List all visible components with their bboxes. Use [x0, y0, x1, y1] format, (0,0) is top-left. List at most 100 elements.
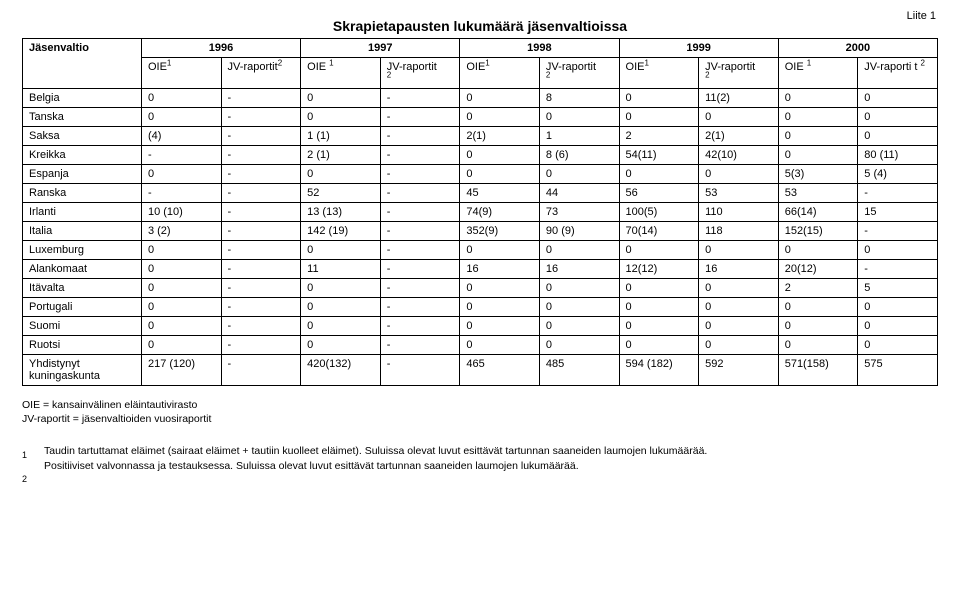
cell-value: 0 — [699, 317, 779, 336]
footnotes: 1 2 Taudin tartuttamat eläimet (sairaat … — [22, 444, 938, 491]
cell-value: 0 — [301, 298, 381, 317]
cell-value: 16 — [699, 260, 779, 279]
cell-value: 0 — [301, 108, 381, 127]
cell-value: 0 — [301, 279, 381, 298]
cell-value: 420(132) — [301, 355, 381, 386]
cell-value: 80 (11) — [858, 146, 938, 165]
cell-value: 3 (2) — [141, 222, 221, 241]
cell-value: 0 — [699, 241, 779, 260]
table-row: Espanja0-0-00005(3)5 (4) — [23, 165, 938, 184]
cell-value: - — [141, 146, 221, 165]
cell-value: 8 — [539, 89, 619, 108]
cell-value: 20(12) — [778, 260, 858, 279]
cell-value: 0 — [778, 336, 858, 355]
cell-value: 100(5) — [619, 203, 699, 222]
cell-value: 0 — [619, 89, 699, 108]
cell-value: 0 — [778, 146, 858, 165]
cell-value: 594 (182) — [619, 355, 699, 386]
cell-value: - — [380, 127, 460, 146]
cell-value: 0 — [619, 317, 699, 336]
cell-value: - — [221, 355, 301, 386]
cell-value: 0 — [141, 298, 221, 317]
cell-value: 0 — [460, 165, 540, 184]
cell-value: 485 — [539, 355, 619, 386]
table-row: Irlanti10 (10)-13 (13)-74(9)73100(5)1106… — [23, 203, 938, 222]
cell-value: 0 — [699, 298, 779, 317]
cell-value: - — [858, 222, 938, 241]
cell-value: - — [221, 89, 301, 108]
cell-value: 0 — [301, 241, 381, 260]
cell-value: - — [380, 241, 460, 260]
cell-value: 0 — [858, 89, 938, 108]
table-row: Portugali0-0-000000 — [23, 298, 938, 317]
cell-value: - — [380, 184, 460, 203]
cell-value: 0 — [539, 165, 619, 184]
cell-country: Italia — [23, 222, 142, 241]
cell-country: Portugali — [23, 298, 142, 317]
table-row: Suomi0-0-000000 — [23, 317, 938, 336]
cell-value: - — [380, 165, 460, 184]
cell-value: 0 — [539, 336, 619, 355]
cell-value: 0 — [141, 336, 221, 355]
cell-value: - — [221, 260, 301, 279]
cell-value: 0 — [460, 241, 540, 260]
cell-country: Luxemburg — [23, 241, 142, 260]
col-year-1999: 1999 — [619, 39, 778, 58]
cell-value: 571(158) — [778, 355, 858, 386]
cell-value: - — [380, 108, 460, 127]
header-row-sub: OIE1 JV-raportit2 OIE 1 JV-raportit2 OIE… — [23, 58, 938, 89]
cell-value: 52 — [301, 184, 381, 203]
cell-value: - — [221, 317, 301, 336]
cell-value: 2(1) — [460, 127, 540, 146]
cell-value: 45 — [460, 184, 540, 203]
cell-value: 0 — [778, 89, 858, 108]
footnote-marker-2: 2 — [22, 468, 44, 491]
cell-country: Suomi — [23, 317, 142, 336]
cell-value: 0 — [858, 336, 938, 355]
cell-value: 0 — [141, 317, 221, 336]
cell-value: 0 — [539, 317, 619, 336]
cell-value: 0 — [778, 317, 858, 336]
cell-value: 16 — [460, 260, 540, 279]
cell-value: 0 — [460, 336, 540, 355]
cell-country: Ranska — [23, 184, 142, 203]
cell-value: 12(12) — [619, 260, 699, 279]
cell-value: 0 — [141, 241, 221, 260]
table-row: Yhdistynyt kuningaskunta217 (120)-420(13… — [23, 355, 938, 386]
page-title: Skrapietapausten lukumäärä jäsenvaltiois… — [22, 18, 938, 34]
cell-value: 0 — [460, 89, 540, 108]
cell-value: 465 — [460, 355, 540, 386]
col-year-1996: 1996 — [141, 39, 300, 58]
cell-value: 0 — [141, 165, 221, 184]
cell-value: 15 — [858, 203, 938, 222]
cell-value: 42(10) — [699, 146, 779, 165]
title-row: Skrapietapausten lukumäärä jäsenvaltiois… — [22, 18, 938, 34]
col-jv-3: JV-raportit2 — [539, 58, 619, 89]
cell-value: - — [858, 260, 938, 279]
cell-value: - — [380, 279, 460, 298]
footnote-2: Positiiviset valvonnassa ja testauksessa… — [44, 459, 938, 473]
cell-value: - — [380, 203, 460, 222]
legend-line-1: OIE = kansainvälinen eläintautivirasto — [22, 398, 938, 412]
col-oie-2: OIE 1 — [301, 58, 381, 89]
cell-value: 66(14) — [778, 203, 858, 222]
cell-value: - — [221, 203, 301, 222]
cell-value: 0 — [858, 317, 938, 336]
col-year-1997: 1997 — [301, 39, 460, 58]
cell-value: 0 — [539, 241, 619, 260]
col-jv-5: JV-raporti t 2 — [858, 58, 938, 89]
cell-value: 5 (4) — [858, 165, 938, 184]
cell-value: 0 — [539, 279, 619, 298]
cell-value: 0 — [699, 279, 779, 298]
cell-value: 0 — [141, 279, 221, 298]
table-row: Luxemburg0-0-000000 — [23, 241, 938, 260]
legend-line-2: JV-raportit = jäsenvaltioiden vuosirapor… — [22, 412, 938, 426]
table-row: Saksa(4)-1 (1)-2(1)122(1)00 — [23, 127, 938, 146]
cell-value: 217 (120) — [141, 355, 221, 386]
footnote-markers: 1 2 — [22, 444, 44, 491]
cell-value: 0 — [778, 127, 858, 146]
legend: OIE = kansainvälinen eläintautivirasto J… — [22, 398, 938, 426]
col-jv-2: JV-raportit2 — [380, 58, 460, 89]
table-body: Belgia0-0-08011(2)00Tanska0-0-000000Saks… — [23, 89, 938, 386]
cell-value: - — [221, 146, 301, 165]
